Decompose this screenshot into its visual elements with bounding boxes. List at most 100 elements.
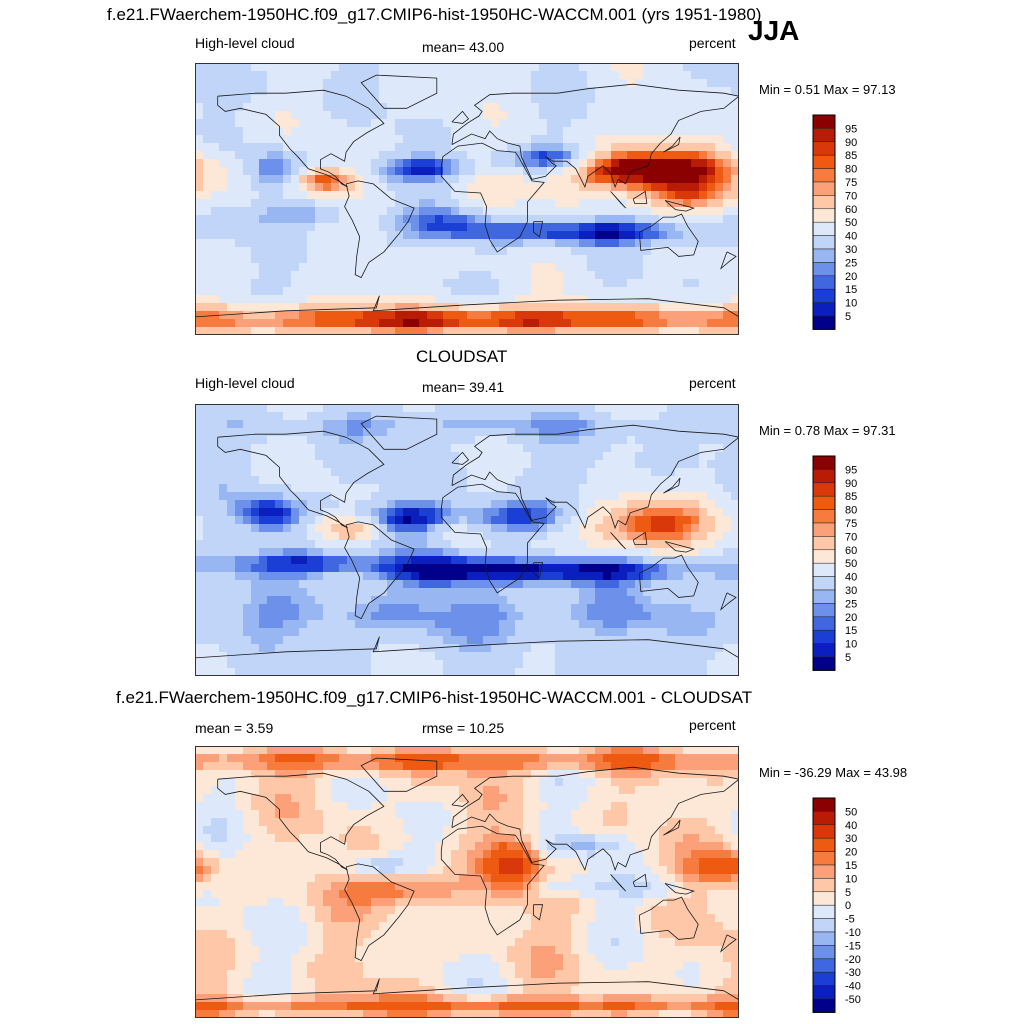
colorbar-tick-label: 50 [845, 558, 857, 570]
field-cell [379, 746, 388, 755]
field-cell [371, 159, 380, 168]
field-cell [563, 746, 572, 755]
field-cell [531, 500, 540, 509]
field-cell [323, 295, 332, 304]
field-cell [275, 239, 284, 248]
field-cell [251, 540, 260, 549]
field-cell [659, 183, 668, 192]
field-cell [459, 71, 468, 80]
field-cell [467, 247, 476, 256]
field-cell [667, 223, 676, 232]
field-cell [515, 263, 524, 272]
field-cell [267, 452, 276, 461]
field-cell [419, 319, 428, 328]
field-cell [251, 263, 260, 272]
field-cell [411, 468, 420, 477]
field-cell [307, 103, 316, 112]
field-cell [339, 303, 348, 312]
field-cell [643, 476, 652, 485]
field-cell [491, 247, 500, 256]
field-cell [459, 420, 468, 429]
field-cell [395, 295, 404, 304]
field-cell [699, 476, 708, 485]
field-cell [235, 524, 244, 533]
field-cell [475, 460, 484, 469]
field-cell [283, 159, 292, 168]
field-cell [683, 263, 692, 272]
field-cell [451, 588, 460, 597]
field-cell [539, 71, 548, 80]
field-cell [531, 660, 540, 669]
field-cell [475, 143, 484, 152]
field-cell [507, 303, 516, 312]
field-cell [555, 596, 564, 605]
field-cell [331, 612, 340, 621]
field-cell [379, 255, 388, 264]
field-cell [227, 207, 236, 216]
field-cell [315, 231, 324, 240]
field-cell [299, 271, 308, 280]
field-cell [355, 175, 364, 184]
field-cell [283, 516, 292, 525]
field-cell [411, 207, 420, 216]
field-cell [723, 460, 732, 469]
field-cell [699, 428, 708, 437]
field-cell [659, 612, 668, 621]
field-cell [619, 588, 628, 597]
field-cell [659, 135, 668, 144]
field-cell [323, 452, 332, 461]
field-cell [435, 540, 444, 549]
field-cell [507, 119, 516, 128]
field-cell [491, 492, 500, 501]
field-cell [283, 263, 292, 272]
field-cell [483, 119, 492, 128]
field-cell [515, 754, 524, 763]
field-cell [699, 143, 708, 152]
field-cell [403, 311, 412, 320]
field-cell [251, 762, 260, 771]
field-cell [451, 612, 460, 621]
field-cell [275, 412, 284, 421]
field-cell [203, 111, 212, 120]
field-cell [571, 135, 580, 144]
field-cell [323, 484, 332, 493]
field-cell [635, 287, 644, 296]
field-cell [267, 247, 276, 256]
field-cell [435, 327, 444, 335]
field-cell [435, 500, 444, 509]
field-cell [395, 279, 404, 288]
field-cell [715, 199, 724, 208]
field-cell [651, 79, 660, 88]
field-cell [635, 556, 644, 565]
field-cell [251, 556, 260, 565]
field-cell [331, 540, 340, 549]
field-cell [395, 754, 404, 763]
field-cell [571, 207, 580, 216]
field-cell [275, 548, 284, 557]
field-cell [499, 532, 508, 541]
field-cell [547, 111, 556, 120]
field-cell [435, 199, 444, 208]
field-cell [387, 95, 396, 104]
field-cell [627, 191, 636, 200]
field-cell [363, 508, 372, 517]
field-cell [275, 135, 284, 144]
field-cell [363, 620, 372, 629]
field-cell [691, 596, 700, 605]
field-cell [611, 564, 620, 573]
field-cell [219, 223, 228, 232]
field-cell [195, 476, 204, 485]
field-cell [731, 103, 739, 112]
field-cell [355, 452, 364, 461]
field-cell [243, 444, 252, 453]
field-cell [443, 770, 452, 779]
field-cell [539, 580, 548, 589]
field-cell [275, 111, 284, 120]
field-cell [211, 143, 220, 152]
field-cell [499, 428, 508, 437]
field-cell [683, 572, 692, 581]
field-cell [619, 143, 628, 152]
field-cell [403, 412, 412, 421]
field-cell [683, 476, 692, 485]
field-cell [211, 111, 220, 120]
